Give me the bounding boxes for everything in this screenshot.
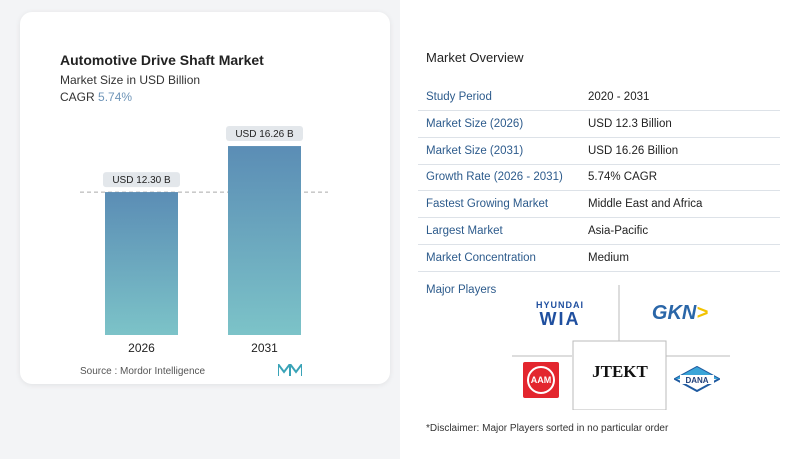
- overview-row: Market Size (2026) USD 12.3 Billion: [418, 111, 780, 138]
- row-label: Market Size (2026): [426, 117, 524, 130]
- major-players-label: Major Players: [426, 284, 497, 296]
- overview-row: Study Period 2020 - 2031: [418, 84, 780, 111]
- row-label: Growth Rate (2026 - 2031): [426, 171, 563, 184]
- logo-hyundai-wia: HYUNDAI WIA: [535, 300, 584, 329]
- row-value: 5.74% CAGR: [588, 171, 658, 184]
- bar-2026: [105, 192, 178, 335]
- row-label: Study Period: [426, 91, 492, 103]
- row-value: Middle East and Africa: [588, 198, 703, 211]
- data-label: USD 16.26 B: [235, 129, 294, 140]
- overview-row: Largest Market Asia-Pacific: [418, 218, 780, 245]
- bar-chart: USD 12.30 B 2026 USD 16.26 B 2031: [80, 126, 328, 355]
- source-text: Source : Mordor Intelligence: [80, 366, 206, 377]
- x-tick-label: 2031: [251, 341, 278, 355]
- overview-row: Growth Rate (2026 - 2031) 5.74% CAGR: [418, 164, 780, 192]
- row-value: Medium: [588, 251, 629, 264]
- overview-title: Market Overview: [426, 50, 524, 65]
- disclaimer: *Disclaimer: Major Players sorted in no …: [426, 423, 669, 434]
- overview-row: Fastest Growing Market Middle East and Af…: [418, 191, 780, 219]
- svg-text:DANA: DANA: [685, 376, 708, 385]
- row-label: Largest Market: [426, 225, 503, 237]
- overview-row: Market Size (2031) USD 16.26 Billion: [418, 138, 780, 165]
- mordor-logo-icon: [278, 364, 302, 376]
- players-grid: [512, 285, 730, 410]
- chart-card: [20, 12, 390, 384]
- chart-subtitle: Market Size in USD Billion: [60, 73, 201, 87]
- cagr: CAGR 5.74%: [60, 90, 132, 104]
- row-value: USD 16.26 Billion: [588, 144, 679, 157]
- cagr-label: CAGR: [60, 90, 95, 104]
- x-tick-label: 2026: [128, 341, 155, 355]
- logo-gkn: GKN >: [651, 301, 709, 324]
- overview-row: Market Concentration Medium: [418, 245, 780, 272]
- row-value: 2020 - 2031: [588, 91, 650, 103]
- data-label-bg: [103, 172, 180, 188]
- row-label: Fastest Growing Market: [426, 198, 549, 211]
- row-label: Market Concentration: [426, 251, 536, 264]
- data-label: USD 12.30 B: [112, 175, 171, 186]
- cagr-value: 5.74%: [98, 90, 133, 104]
- logo-dana: DANA: [674, 366, 720, 392]
- row-value: Asia-Pacific: [588, 225, 649, 237]
- chart-title: Automotive Drive Shaft Market: [60, 52, 264, 68]
- row-label: Market Size (2031): [426, 144, 524, 157]
- logo-aam: AAM: [523, 362, 559, 398]
- row-value: USD 12.3 Billion: [588, 117, 672, 130]
- logo-jtekt: JTEKT: [592, 362, 648, 381]
- data-label-bg: [226, 126, 303, 142]
- bar-2031: [228, 146, 301, 335]
